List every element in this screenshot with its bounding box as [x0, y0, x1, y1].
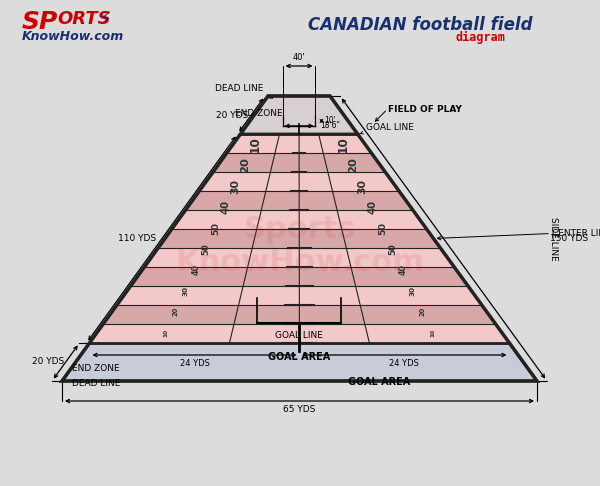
Text: 20: 20 [241, 157, 250, 174]
Text: GOAL AREA: GOAL AREA [349, 377, 410, 387]
Text: 10: 10 [163, 329, 169, 337]
Polygon shape [145, 248, 454, 267]
Text: KnowHow.com: KnowHow.com [22, 30, 124, 43]
Polygon shape [172, 210, 427, 229]
Text: 10: 10 [249, 136, 262, 153]
Text: ORTS: ORTS [57, 10, 110, 28]
Text: 50: 50 [211, 222, 220, 235]
Text: GOAL LINE: GOAL LINE [275, 331, 323, 340]
Polygon shape [199, 172, 399, 191]
Polygon shape [103, 305, 496, 324]
Polygon shape [185, 191, 413, 210]
Text: FIELD OF PLAY: FIELD OF PLAY [388, 104, 461, 114]
Text: CANADIAN football field: CANADIAN football field [308, 16, 532, 34]
Polygon shape [131, 267, 468, 286]
Text: 20: 20 [420, 307, 426, 316]
Text: diagram: diagram [455, 31, 505, 44]
Text: 40': 40' [293, 53, 305, 62]
Text: 50: 50 [201, 243, 210, 255]
Polygon shape [89, 324, 509, 343]
Polygon shape [241, 96, 358, 134]
Text: 18'6": 18'6" [320, 122, 340, 130]
Text: 10: 10 [430, 329, 436, 337]
Text: Sports
KnowHow.com: Sports KnowHow.com [176, 215, 424, 278]
Text: SIDE LINE: SIDE LINE [549, 217, 558, 260]
Polygon shape [117, 286, 482, 305]
Text: ⚡: ⚡ [99, 10, 111, 28]
Text: DEAD LINE: DEAD LINE [215, 84, 263, 93]
Text: 50: 50 [379, 222, 388, 235]
Text: 20: 20 [348, 157, 358, 174]
Polygon shape [158, 229, 440, 248]
Text: DEAD LINE: DEAD LINE [72, 379, 121, 388]
Text: 40: 40 [368, 200, 378, 214]
Polygon shape [227, 134, 371, 153]
Text: CENTER LINE: CENTER LINE [552, 229, 600, 238]
Text: 30: 30 [230, 179, 241, 194]
Text: SP: SP [22, 10, 58, 34]
Polygon shape [62, 343, 537, 381]
Text: 65 YDS: 65 YDS [283, 404, 316, 414]
Text: 10: 10 [336, 136, 349, 153]
Text: 24 YDS: 24 YDS [389, 359, 419, 367]
Text: 30: 30 [183, 286, 189, 296]
Text: 30: 30 [410, 286, 416, 296]
Text: END ZONE: END ZONE [235, 108, 283, 118]
Text: 40: 40 [221, 200, 230, 214]
Text: 30: 30 [358, 179, 368, 194]
Text: 20 YDS: 20 YDS [32, 358, 64, 366]
Text: GOAL AREA: GOAL AREA [268, 352, 331, 362]
Text: 40: 40 [191, 264, 200, 276]
Polygon shape [213, 153, 385, 172]
Text: 10': 10' [325, 117, 336, 125]
Text: GOAL LINE: GOAL LINE [365, 123, 413, 132]
Text: 50: 50 [388, 243, 397, 255]
Text: END ZONE: END ZONE [72, 364, 119, 373]
Text: 20: 20 [173, 307, 179, 316]
Text: 110 YDS: 110 YDS [118, 234, 156, 243]
Text: 150 YDS: 150 YDS [550, 234, 588, 243]
Text: 24 YDS: 24 YDS [179, 359, 209, 367]
Text: 20 YDS: 20 YDS [216, 110, 248, 120]
Text: 40: 40 [398, 264, 407, 276]
